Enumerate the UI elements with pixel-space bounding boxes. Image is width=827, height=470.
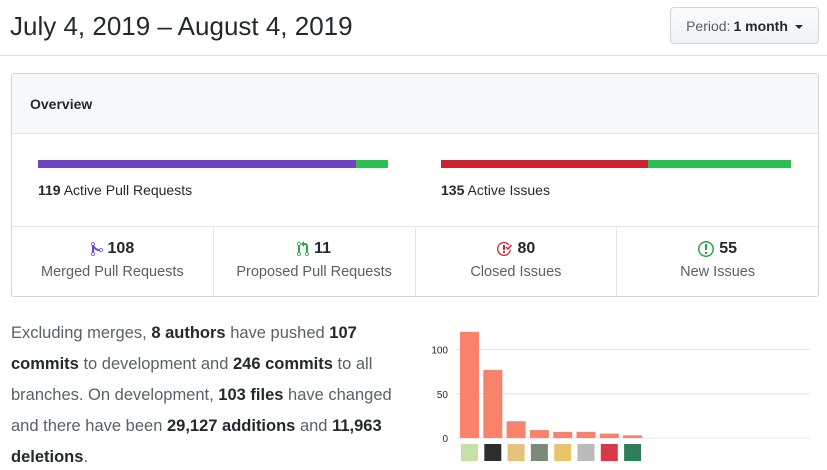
overview-bars: 119 Active Pull Requests 135 Active Issu… [12, 134, 818, 227]
y-tick-label: 0 [442, 434, 448, 445]
new-issues-label: New Issues [680, 264, 756, 280]
active-issues-count: 135 [441, 182, 465, 198]
date-range-title: July 4, 2019 – August 4, 2019 [10, 11, 353, 41]
merged-pr-label: Merged Pull Requests [41, 264, 184, 280]
proposed-pr-label: Proposed Pull Requests [236, 264, 392, 280]
avatar-author-4[interactable] [530, 444, 548, 461]
summary-text: to all branches. On development, [11, 355, 373, 404]
deletions-label: deletions [11, 448, 84, 466]
active-issues-label: Active Issues [467, 182, 550, 198]
overview-stats: 108 Merged Pull Requests 11 Proposed Pul… [12, 227, 818, 296]
commits-by-author-chart: 0 50 100 [420, 318, 820, 470]
caret-down-icon [794, 24, 803, 29]
overview-heading: Overview [12, 74, 818, 134]
active-issues-link[interactable]: 135 Active Issues [441, 182, 550, 198]
bar-author-7[interactable] [599, 433, 619, 438]
closed-issues-label: Closed Issues [470, 264, 562, 280]
bar-author-3[interactable] [506, 421, 526, 438]
period-label: Period: [686, 17, 731, 34]
active-pull-requests-link[interactable]: 119 Active Pull Requests [38, 182, 192, 198]
closed-segment [441, 160, 649, 168]
summary-text: Excluding merges, [11, 324, 152, 342]
chart-svg: 0 50 100 [431, 331, 810, 461]
bar-author-1[interactable] [460, 331, 479, 438]
additions-label: additions [217, 417, 296, 435]
merged-segment [38, 160, 356, 168]
merged-pull-requests-stat[interactable]: 108 Merged Pull Requests [12, 227, 214, 296]
page-header: July 4, 2019 – August 4, 2019 Period: 1 … [0, 0, 827, 56]
bar-author-8[interactable] [623, 435, 643, 438]
dev-commits-count: 107 commits [11, 324, 357, 373]
summary-text: and [295, 417, 333, 435]
y-tick-label: 100 [431, 346, 448, 357]
authors-count: 8 authors [151, 324, 226, 342]
closed-issues-stat[interactable]: 80 Closed Issues [416, 227, 618, 296]
avatar-author-1[interactable] [461, 444, 478, 461]
period-value: 1 month [733, 17, 788, 34]
files-changed-count: 103 files [218, 386, 284, 404]
avatar-author-2[interactable] [484, 444, 502, 461]
commit-summary: Excluding merges, 8 authors have pushed … [11, 318, 411, 470]
summary-text: have pushed [225, 324, 330, 342]
issues-progress-bar[interactable] [441, 160, 791, 168]
avatar-author-8[interactable] [624, 444, 642, 461]
merged-pr-value: 108 [107, 240, 135, 257]
period-dropdown-button[interactable]: Period: 1 month [670, 7, 819, 44]
issue-closed-icon [497, 241, 513, 256]
overview-panel: Overview 119 Active Pull Requests 135 Ac… [11, 73, 819, 297]
new-segment [648, 160, 791, 168]
summary-text: to development and [78, 355, 233, 373]
bar-author-6[interactable] [576, 431, 596, 438]
additions-count: 29,127 [166, 417, 218, 435]
proposed-pr-value: 11 [314, 240, 332, 257]
summary-text: . [83, 448, 89, 466]
avatar-author-6[interactable] [577, 444, 595, 461]
pull-request-icon [297, 241, 310, 256]
avatar-author-5[interactable] [554, 444, 572, 461]
new-issues-stat[interactable]: 55 New Issues [617, 227, 818, 296]
open-segment [355, 160, 388, 168]
bar-author-5[interactable] [553, 431, 573, 438]
merge-icon [90, 241, 103, 256]
avatar-author-3[interactable] [507, 444, 525, 461]
new-issues-value: 55 [719, 240, 738, 257]
all-commits-count: 246 commits [232, 355, 333, 373]
bar-author-2[interactable] [483, 369, 503, 438]
bar-author-4[interactable] [529, 430, 549, 438]
summary-text: have changed and there have been [11, 386, 392, 435]
active-pr-count: 119 [38, 182, 61, 198]
pull-requests-progress-bar[interactable] [38, 160, 388, 168]
proposed-pull-requests-stat[interactable]: 11 Proposed Pull Requests [214, 227, 416, 296]
avatar-author-7[interactable] [600, 444, 618, 461]
y-tick-label: 50 [437, 390, 449, 401]
closed-issues-value: 80 [517, 240, 536, 257]
deletions-count: 11,963 [332, 417, 382, 435]
issue-opened-icon [698, 241, 715, 257]
active-pr-label: Active Pull Requests [63, 182, 193, 198]
